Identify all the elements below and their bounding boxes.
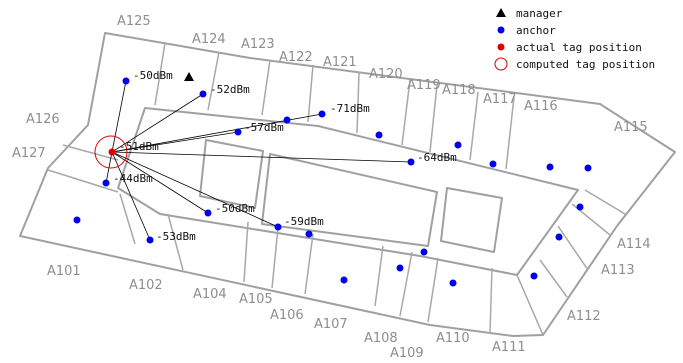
room-label-a101: A101	[47, 264, 81, 279]
legend: manager anchor actual tag position compu…	[494, 7, 655, 71]
anchor-marker	[584, 164, 592, 172]
room-label-a114: A114	[617, 237, 651, 252]
rssi-label: -71dBm	[330, 102, 370, 115]
room-label-a124: A124	[192, 32, 226, 47]
anchor-marker	[305, 230, 313, 238]
room-label-a118: A118	[442, 83, 476, 98]
anchor-marker	[375, 131, 383, 139]
legend-computed-icon	[494, 57, 508, 71]
anchor-marker	[530, 272, 538, 280]
anchors	[73, 77, 592, 287]
legend-manager-icon	[496, 8, 506, 17]
west-partitions	[47, 144, 493, 333]
room-label-a107: A107	[314, 317, 348, 332]
room-label-a123: A123	[241, 37, 275, 52]
room-label-a125: A125	[117, 14, 151, 29]
inner-block-center	[261, 153, 438, 247]
anchor-marker	[274, 223, 282, 231]
link-to-anchor-4	[111, 131, 239, 153]
anchor-marker	[407, 158, 415, 166]
room-label-a112: A112	[567, 309, 601, 324]
room-label-a110: A110	[436, 331, 470, 346]
room-label-a104: A104	[193, 287, 227, 302]
room-label-a117: A117	[483, 92, 517, 107]
room-label-a121: A121	[323, 55, 357, 70]
inner-ring	[117, 107, 579, 276]
room-label-a120: A120	[369, 67, 403, 82]
link-to-anchor-2	[111, 93, 204, 153]
building-outline	[19, 32, 676, 337]
rssi-label: -57dBm	[244, 121, 284, 134]
manager-marker	[184, 72, 194, 81]
computed-tag-marker	[94, 135, 128, 169]
legend-anchor-label: anchor	[516, 24, 556, 37]
rssi-label: -50dBm	[215, 202, 255, 215]
room-label-a102: A102	[129, 278, 163, 293]
inner-block-left	[199, 139, 264, 209]
link-to-anchor-5	[111, 151, 412, 163]
room-label-a126: A126	[26, 112, 60, 127]
rssi-label: -53dBm	[156, 230, 196, 243]
room-label-a108: A108	[364, 331, 398, 346]
anchor-marker	[199, 90, 207, 98]
link-to-anchor-7	[111, 151, 209, 214]
anchor-marker	[420, 248, 428, 256]
rssi-label: -64dBm	[417, 151, 457, 164]
anchor-marker	[146, 236, 154, 244]
anchor-marker	[449, 279, 457, 287]
rssi-label: -52dBm	[210, 83, 250, 96]
room-label-a113: A113	[601, 263, 635, 278]
room-label-a109: A109	[390, 346, 424, 361]
anchor-marker	[122, 77, 130, 85]
room-label-a127: A127	[12, 146, 46, 161]
room-labels: A125 A124 A123 A122 A121 A120 A119 A118 …	[12, 14, 651, 361]
rssi-labels: -50dBm -52dBm -71dBm -57dBm -64dBm -51dB…	[113, 69, 457, 243]
legend-actual-label: actual tag position	[516, 41, 642, 54]
room-label-a116: A116	[524, 99, 558, 114]
anchor-marker	[340, 276, 348, 284]
link-to-anchor-8	[111, 151, 279, 228]
rssi-label: -44dBm	[113, 172, 153, 185]
room-label-a122: A122	[279, 50, 313, 65]
link-to-anchor-1	[111, 80, 127, 153]
anchor-marker	[546, 163, 554, 171]
rssi-label: -51dBm	[119, 140, 159, 153]
legend-manager-label: manager	[516, 7, 563, 20]
link-to-anchor-9	[111, 151, 151, 241]
room-label-a119: A119	[407, 78, 441, 93]
anchor-marker	[73, 216, 81, 224]
room-label-a106: A106	[270, 308, 304, 323]
anchor-marker	[576, 203, 584, 211]
north-partitions	[154, 42, 515, 170]
room-label-a115: A115	[614, 120, 648, 135]
inner-block-right	[440, 187, 503, 253]
anchor-marker	[234, 128, 242, 136]
legend-computed-label: computed tag position	[516, 58, 655, 71]
anchor-marker	[102, 179, 110, 187]
anchor-marker	[204, 209, 212, 217]
east-partitions	[516, 189, 626, 336]
legend-actual-icon	[497, 43, 505, 51]
room-label-a111: A111	[492, 340, 526, 355]
anchor-marker	[454, 141, 462, 149]
anchor-marker	[489, 160, 497, 168]
room-label-a105: A105	[239, 292, 273, 307]
legend-anchor-icon	[497, 26, 505, 34]
anchor-marker	[555, 233, 563, 241]
anchor-marker	[318, 110, 326, 118]
rssi-label: -59dBm	[284, 215, 324, 228]
rssi-label: -50dBm	[133, 69, 173, 82]
anchor-marker	[283, 116, 291, 124]
anchor-marker	[396, 264, 404, 272]
actual-tag-marker	[108, 148, 116, 156]
